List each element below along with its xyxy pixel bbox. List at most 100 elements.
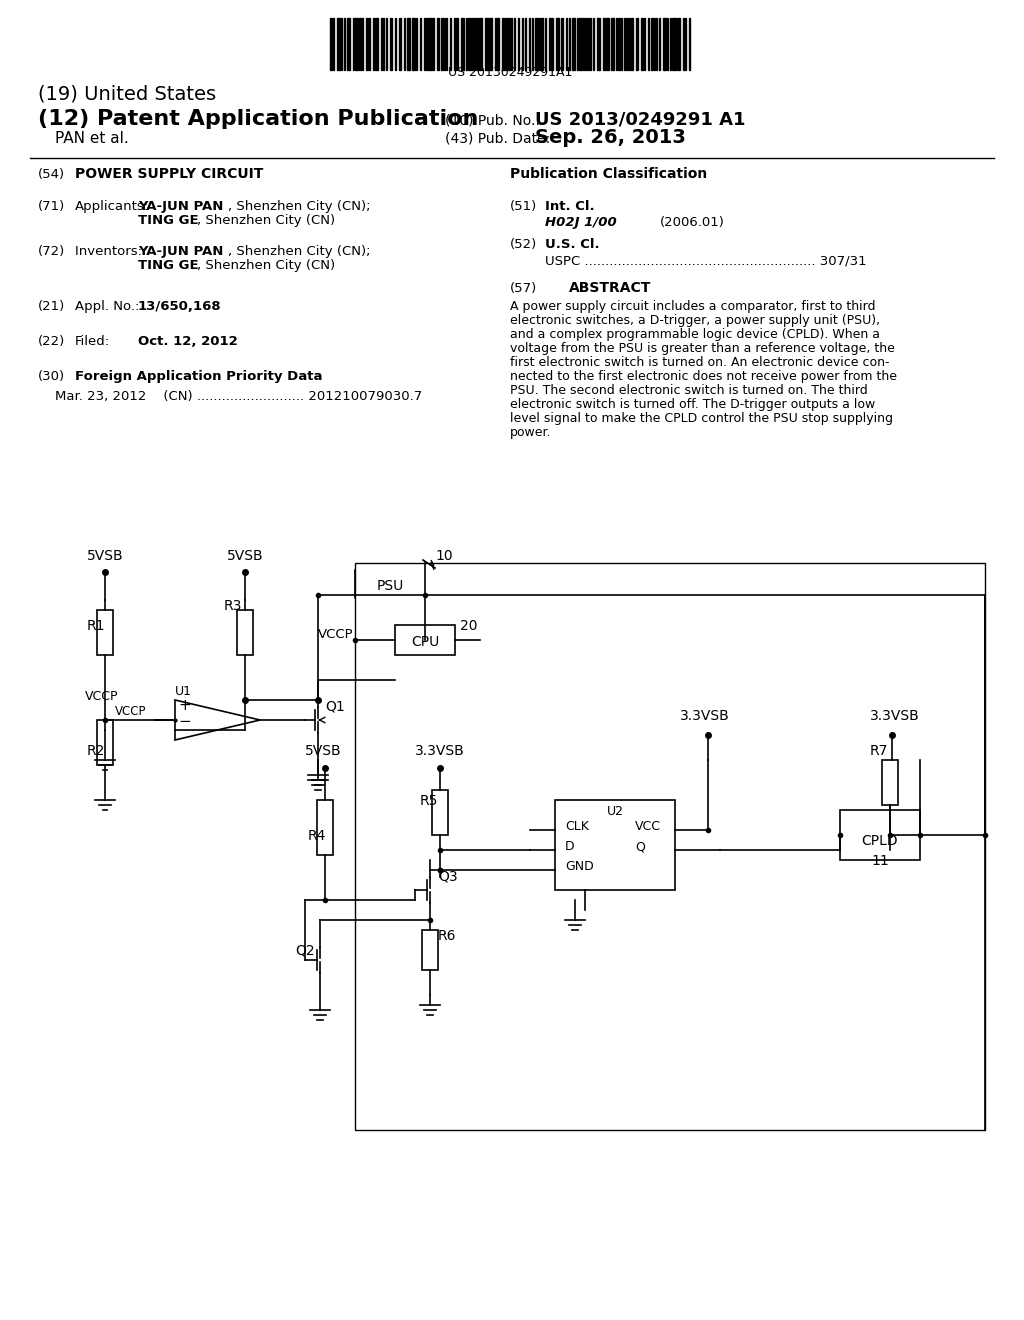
Text: R4: R4 (308, 829, 327, 843)
Bar (355, 564, 985, 1130)
Bar (437, 18, 439, 70)
Bar (882, 760, 898, 805)
Bar (454, 18, 456, 70)
Bar (461, 18, 464, 70)
Text: TING GE: TING GE (138, 259, 199, 272)
Text: level signal to make the CPLD control the PSU stop supplying: level signal to make the CPLD control th… (510, 412, 893, 425)
Bar (561, 18, 563, 70)
Text: US 2013/0249291 A1: US 2013/0249291 A1 (535, 111, 745, 129)
Text: (22): (22) (38, 335, 66, 348)
Bar (672, 18, 675, 70)
Text: R5: R5 (420, 795, 438, 808)
Text: Int. Cl.: Int. Cl. (545, 201, 595, 213)
Bar (355, 570, 425, 598)
Bar (572, 18, 575, 70)
Text: R6: R6 (438, 929, 457, 942)
Bar (535, 18, 538, 70)
Text: R3: R3 (224, 599, 243, 612)
Text: CLK: CLK (565, 820, 589, 833)
Text: 3.3VSB: 3.3VSB (680, 709, 730, 723)
Text: R7: R7 (870, 744, 889, 758)
Text: power.: power. (510, 426, 552, 440)
Bar (606, 18, 609, 70)
Text: (30): (30) (38, 370, 66, 383)
Text: A power supply circuit includes a comparator, first to third: A power supply circuit includes a compar… (510, 300, 876, 313)
Bar (366, 18, 368, 70)
Text: VCCP: VCCP (318, 628, 353, 642)
Text: (12) Patent Application Publication: (12) Patent Application Publication (38, 110, 478, 129)
Bar (473, 18, 475, 70)
Text: GND: GND (565, 861, 594, 873)
Text: PSU: PSU (377, 579, 403, 593)
Bar (399, 18, 401, 70)
Text: R2: R2 (87, 744, 105, 758)
Bar (507, 18, 510, 70)
Bar (97, 610, 113, 655)
Bar (587, 18, 589, 70)
Text: and a complex programmable logic device (CPLD). When a: and a complex programmable logic device … (510, 327, 880, 341)
Bar (541, 18, 543, 70)
Text: −: − (178, 714, 190, 729)
Text: , Shenzhen City (CN);: , Shenzhen City (CN); (228, 246, 371, 257)
Bar (840, 810, 920, 861)
Bar (407, 18, 410, 70)
Text: Applicants:: Applicants: (75, 201, 150, 213)
Text: voltage from the PSU is greater than a reference voltage, the: voltage from the PSU is greater than a r… (510, 342, 895, 355)
Text: 5VSB: 5VSB (305, 744, 342, 758)
Text: D: D (565, 840, 574, 853)
Bar (317, 800, 333, 855)
Bar (479, 18, 482, 70)
Text: 13/650,168: 13/650,168 (138, 300, 221, 313)
Text: (43) Pub. Date:: (43) Pub. Date: (445, 132, 550, 147)
Text: U.S. Cl.: U.S. Cl. (545, 238, 600, 251)
Bar (497, 18, 499, 70)
Text: Inventors:: Inventors: (75, 246, 151, 257)
Bar (432, 18, 434, 70)
Bar (678, 18, 680, 70)
Text: first electronic switch is turned on. An electronic device con-: first electronic switch is turned on. An… (510, 356, 890, 370)
Bar (337, 18, 340, 70)
Text: R1: R1 (87, 619, 105, 634)
Text: (54): (54) (38, 168, 66, 181)
Text: U1: U1 (175, 685, 193, 698)
Bar (555, 800, 675, 890)
Bar (468, 18, 470, 70)
Text: (21): (21) (38, 300, 66, 313)
Text: nected to the first electronic does not receive power from the: nected to the first electronic does not … (510, 370, 897, 383)
Text: USPC ........................................................ 307/31: USPC ...................................… (545, 253, 866, 267)
Text: (10) Pub. No.:: (10) Pub. No.: (445, 114, 540, 128)
Bar (579, 18, 582, 70)
Bar (347, 18, 350, 70)
Bar (412, 18, 415, 70)
Text: U2: U2 (606, 805, 624, 818)
Text: (72): (72) (38, 246, 66, 257)
Text: VCCP: VCCP (115, 705, 146, 718)
Text: 3.3VSB: 3.3VSB (870, 709, 920, 723)
Text: (71): (71) (38, 201, 66, 213)
Bar (330, 18, 332, 70)
Bar (618, 18, 620, 70)
Text: PSU. The second electronic switch is turned on. The third: PSU. The second electronic switch is tur… (510, 384, 867, 397)
Text: 5VSB: 5VSB (87, 549, 123, 564)
Bar (641, 18, 643, 70)
Bar (355, 18, 358, 70)
Text: 5VSB: 5VSB (226, 549, 263, 564)
Text: (57): (57) (510, 282, 538, 294)
Text: PAN et al.: PAN et al. (55, 131, 129, 147)
Bar (359, 18, 361, 70)
Bar (237, 610, 253, 655)
Text: 11: 11 (871, 854, 889, 869)
Text: CPLD: CPLD (861, 834, 898, 847)
Bar (597, 18, 600, 70)
Text: , Shenzhen City (CN);: , Shenzhen City (CN); (228, 201, 371, 213)
Text: (2006.01): (2006.01) (660, 216, 725, 228)
Text: Mar. 23, 2012    (CN) .......................... 201210079030.7: Mar. 23, 2012 (CN) .....................… (55, 389, 422, 403)
Bar (489, 18, 492, 70)
Bar (624, 18, 626, 70)
Text: Appl. No.:: Appl. No.: (75, 300, 139, 313)
Text: +: + (178, 698, 190, 713)
Text: Filed:: Filed: (75, 335, 111, 348)
Text: VCCP: VCCP (85, 690, 119, 704)
Text: , Shenzhen City (CN): , Shenzhen City (CN) (197, 259, 335, 272)
Text: ABSTRACT: ABSTRACT (568, 281, 651, 294)
